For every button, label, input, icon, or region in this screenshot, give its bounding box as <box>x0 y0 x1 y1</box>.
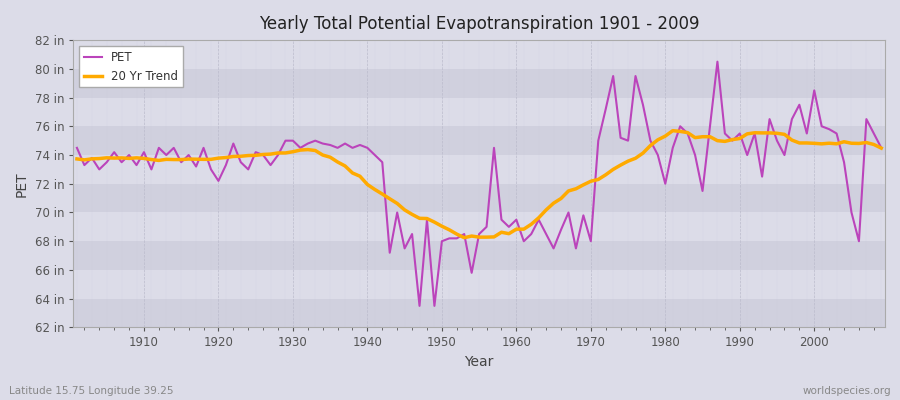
Bar <box>73 69 885 98</box>
Bar <box>73 126 885 155</box>
20 Yr Trend <box>608 167 618 172</box>
Text: worldspecies.org: worldspecies.org <box>803 386 891 396</box>
20 Yr Trend <box>295 148 306 152</box>
Line: 20 Yr Trend: 20 Yr Trend <box>76 131 881 238</box>
Bar <box>73 184 885 212</box>
PET <box>712 59 723 64</box>
Bar <box>73 212 885 241</box>
PET <box>414 304 425 308</box>
PET <box>511 217 522 222</box>
20 Yr Trend <box>518 227 529 232</box>
20 Yr Trend <box>71 156 82 161</box>
20 Yr Trend <box>459 235 470 240</box>
Bar <box>73 270 885 299</box>
Legend: PET, 20 Yr Trend: PET, 20 Yr Trend <box>79 46 183 87</box>
Bar <box>73 241 885 270</box>
Bar <box>73 299 885 328</box>
20 Yr Trend <box>876 146 886 150</box>
Title: Yearly Total Potential Evapotranspiration 1901 - 2009: Yearly Total Potential Evapotranspiratio… <box>259 15 699 33</box>
PET <box>608 74 618 78</box>
Line: PET: PET <box>76 62 881 306</box>
Text: Latitude 15.75 Longitude 39.25: Latitude 15.75 Longitude 39.25 <box>9 386 174 396</box>
20 Yr Trend <box>339 164 350 168</box>
20 Yr Trend <box>667 128 678 133</box>
Bar <box>73 155 885 184</box>
X-axis label: Year: Year <box>464 355 494 369</box>
PET <box>518 239 529 244</box>
20 Yr Trend <box>131 156 142 160</box>
PET <box>71 146 82 150</box>
Bar <box>73 98 885 126</box>
PET <box>339 141 350 146</box>
PET <box>295 146 306 150</box>
PET <box>876 146 886 150</box>
Bar <box>73 40 885 69</box>
20 Yr Trend <box>511 227 522 232</box>
Y-axis label: PET: PET <box>15 171 29 196</box>
PET <box>131 163 142 168</box>
